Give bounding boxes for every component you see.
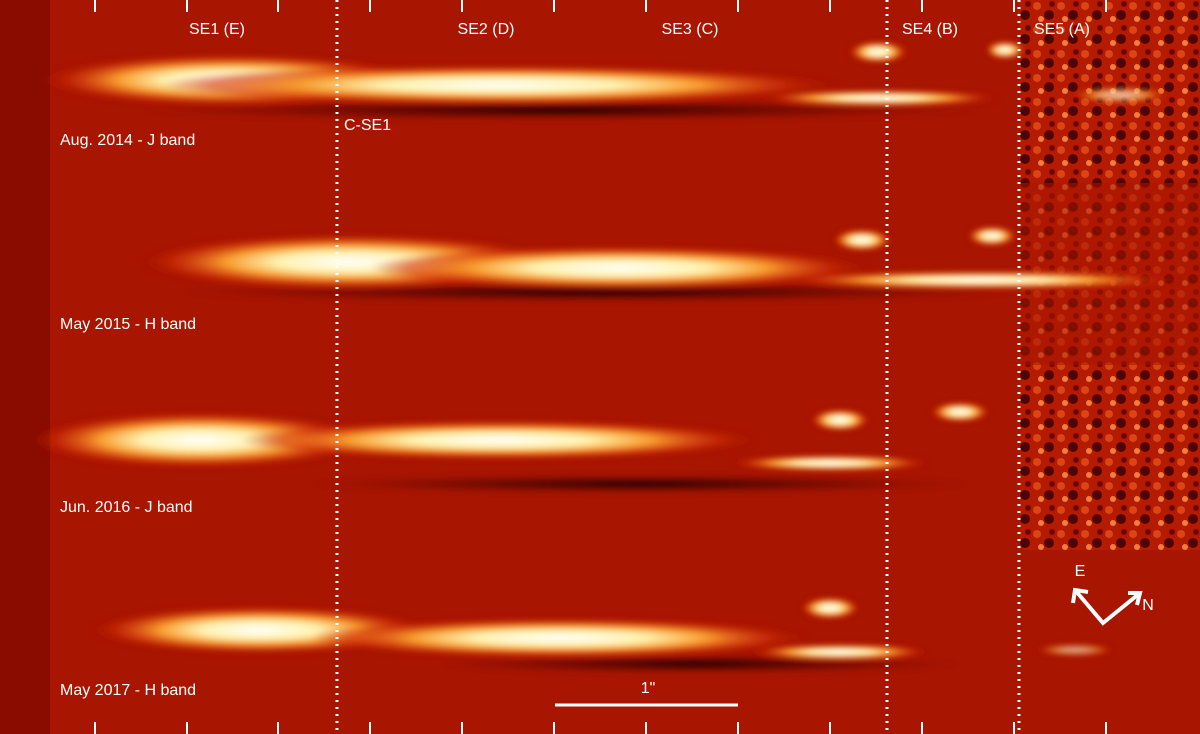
region-label: SE2 (D) — [458, 21, 515, 38]
compass-label: E — [1075, 563, 1086, 580]
compass — [1071, 587, 1143, 626]
panel-label: Jun. 2016 - J band — [60, 499, 193, 516]
edge — [0, 0, 50, 734]
ticks — [94, 0, 1107, 734]
compass-label: N — [1142, 597, 1154, 614]
region-label: SE1 (E) — [189, 21, 245, 38]
region-label: SE4 (B) — [902, 21, 958, 38]
region-label: SE3 (C) — [662, 21, 719, 38]
scale-label: 1" — [641, 680, 656, 697]
region-label: SE5 (A) — [1034, 21, 1090, 38]
panel-label: Aug. 2014 - J band — [60, 132, 195, 149]
noise-panel — [1020, 365, 1200, 550]
annotation: C-SE1 — [344, 117, 391, 134]
panel-label: May 2017 - H band — [60, 682, 196, 699]
panel-label: May 2015 - H band — [60, 316, 196, 333]
disk-features — [30, 41, 1180, 673]
